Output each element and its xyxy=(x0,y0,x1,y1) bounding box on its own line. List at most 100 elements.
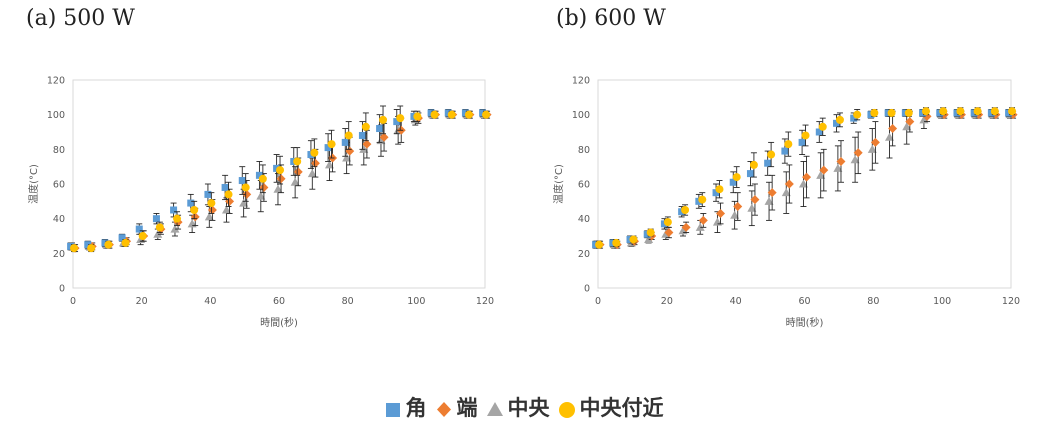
data-point xyxy=(379,115,388,124)
data-point xyxy=(815,128,823,136)
data-point xyxy=(835,115,844,124)
panel-title-a: 500 W xyxy=(63,6,135,31)
data-point xyxy=(259,182,269,192)
data-point xyxy=(781,147,789,155)
data-point xyxy=(464,110,473,119)
data-point xyxy=(310,148,319,157)
data-point xyxy=(905,117,915,127)
data-point xyxy=(413,112,422,121)
data-point xyxy=(152,215,160,223)
y-axis-label: 温度(°C) xyxy=(552,164,565,204)
legend-marker-square-icon xyxy=(385,403,400,417)
legend-item: 端 xyxy=(435,392,478,422)
data-point xyxy=(135,225,143,233)
legend-marker xyxy=(558,402,575,418)
data-point xyxy=(698,195,707,204)
y-tick-label: 0 xyxy=(584,284,590,295)
data-point xyxy=(973,107,982,116)
legend-label: 中央付近 xyxy=(579,396,664,420)
data-point xyxy=(784,140,793,149)
data-point xyxy=(833,163,843,172)
series-角 xyxy=(67,109,487,251)
plot-area xyxy=(72,79,486,289)
series-端 xyxy=(595,110,1018,250)
legend-marker xyxy=(436,402,451,417)
data-point xyxy=(833,119,841,127)
legend: 角 端 中央 中央付近 xyxy=(0,392,1047,422)
data-point xyxy=(376,125,384,133)
series-端 xyxy=(70,110,492,253)
data-point xyxy=(221,183,229,191)
legend-item: 中央 xyxy=(486,392,550,422)
data-point xyxy=(902,122,912,131)
data-point xyxy=(379,132,389,142)
y-tick-label: 100 xyxy=(47,110,65,121)
data-point xyxy=(293,157,302,166)
data-point xyxy=(850,155,860,164)
data-point xyxy=(170,224,180,233)
data-point xyxy=(327,140,336,149)
data-point xyxy=(276,166,285,175)
data-point xyxy=(276,174,286,184)
data-point xyxy=(801,131,810,140)
chart-0: 0 20 40 60 80 100 120 0 20 40 60 80 100 120 時間(秒) 温度(°C… xyxy=(27,76,494,330)
data-point xyxy=(221,205,231,214)
x-tick-label: 120 xyxy=(476,296,494,307)
data-point xyxy=(84,241,92,249)
data-point xyxy=(255,171,263,179)
data-point xyxy=(187,199,195,207)
y-tick-label: 120 xyxy=(47,76,65,87)
legend-marker-triangle-icon xyxy=(486,402,503,416)
y-tick-label: 20 xyxy=(53,249,65,260)
data-point xyxy=(764,159,772,167)
data-point xyxy=(361,122,370,131)
data-point xyxy=(888,124,898,134)
data-point xyxy=(342,153,352,162)
data-point xyxy=(681,222,691,232)
legend-marker xyxy=(385,403,400,417)
data-point xyxy=(393,118,401,126)
data-point xyxy=(698,215,708,225)
data-point xyxy=(595,240,604,249)
x-tick-label: 0 xyxy=(595,296,601,307)
data-point xyxy=(819,165,829,175)
data-point xyxy=(870,137,880,147)
data-point xyxy=(904,108,913,117)
data-point xyxy=(746,170,754,178)
series-中央付近 xyxy=(595,107,1017,249)
data-point xyxy=(358,131,366,139)
series-中央付近 xyxy=(70,105,491,253)
data-point xyxy=(290,177,300,186)
legend-label: 中央 xyxy=(507,396,550,420)
data-point xyxy=(850,114,858,122)
data-point xyxy=(729,178,737,186)
data-point xyxy=(341,138,349,146)
data-point xyxy=(695,222,705,231)
y-tick-label: 80 xyxy=(53,145,65,156)
data-point xyxy=(239,198,249,207)
data-point xyxy=(781,188,791,197)
x-axis-label: 時間(秒) xyxy=(260,316,298,329)
data-point xyxy=(482,110,491,119)
y-tick-label: 120 xyxy=(572,76,590,87)
data-point xyxy=(716,208,726,218)
data-point xyxy=(939,107,948,116)
data-point xyxy=(644,234,654,243)
data-point xyxy=(204,212,214,221)
data-point xyxy=(173,214,182,223)
x-tick-label: 40 xyxy=(204,296,216,307)
data-point xyxy=(121,238,130,247)
data-point xyxy=(664,228,674,238)
data-point xyxy=(447,110,456,119)
chart-title-600w: (b) 600 W xyxy=(556,6,666,31)
legend-item: 角 xyxy=(384,392,427,422)
data-point xyxy=(204,190,212,198)
data-point xyxy=(104,240,113,249)
x-tick-label: 80 xyxy=(342,296,354,307)
legend-item: 中央付近 xyxy=(558,392,664,422)
x-tick-label: 0 xyxy=(70,296,76,307)
data-point xyxy=(681,206,690,214)
x-tick-label: 100 xyxy=(933,296,951,307)
y-tick-label: 60 xyxy=(53,180,65,191)
plot-area xyxy=(597,79,1012,289)
